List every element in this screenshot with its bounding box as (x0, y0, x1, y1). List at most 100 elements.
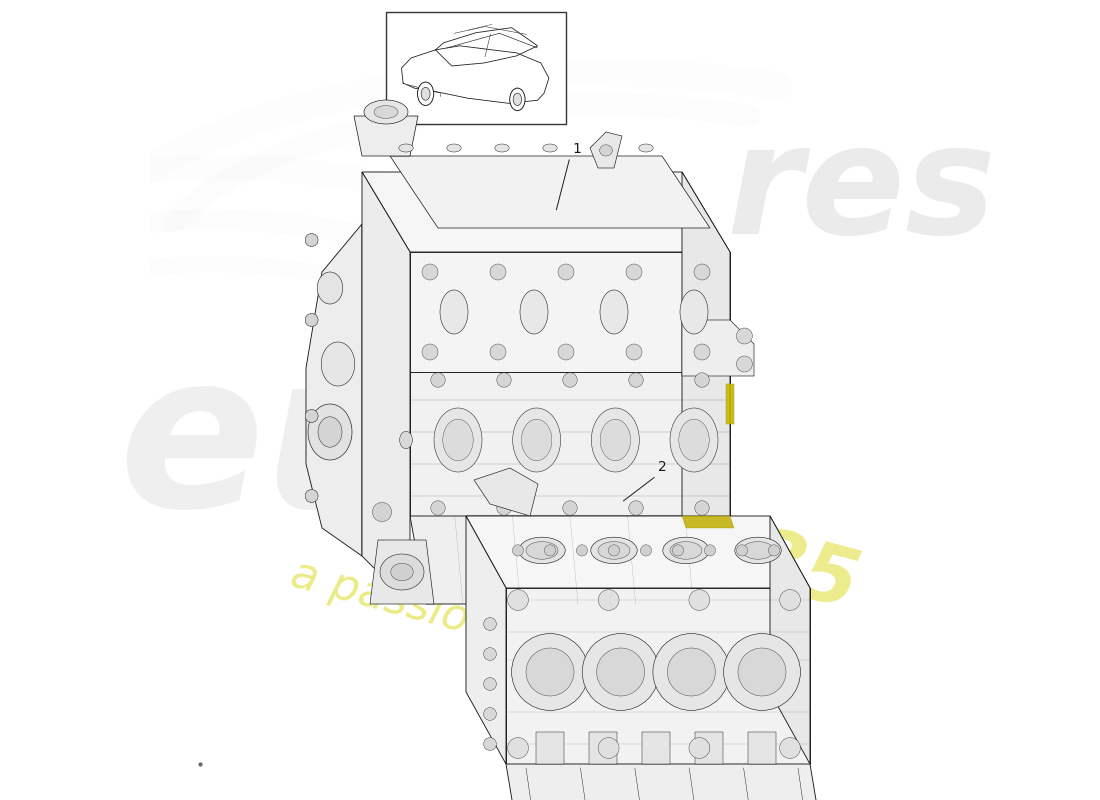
Polygon shape (694, 732, 724, 764)
Ellipse shape (364, 100, 408, 124)
Ellipse shape (600, 290, 628, 334)
Polygon shape (354, 116, 418, 156)
Text: a passion fo: a passion fo (286, 553, 556, 663)
Circle shape (780, 590, 801, 610)
Ellipse shape (447, 144, 461, 152)
Ellipse shape (600, 145, 613, 156)
Circle shape (780, 738, 801, 758)
Circle shape (422, 264, 438, 280)
Circle shape (629, 501, 644, 515)
Polygon shape (682, 516, 734, 528)
Circle shape (305, 314, 318, 326)
Ellipse shape (591, 538, 637, 563)
Circle shape (769, 545, 780, 556)
Bar (386, 12, 566, 124)
Ellipse shape (526, 542, 558, 559)
Circle shape (373, 502, 392, 522)
Polygon shape (410, 252, 730, 372)
Ellipse shape (495, 144, 509, 152)
Circle shape (736, 545, 748, 556)
Circle shape (305, 234, 318, 246)
Ellipse shape (374, 106, 398, 118)
Ellipse shape (434, 408, 482, 472)
Circle shape (490, 264, 506, 280)
Circle shape (507, 738, 528, 758)
Polygon shape (726, 384, 734, 424)
Circle shape (582, 634, 659, 710)
Ellipse shape (513, 408, 561, 472)
Circle shape (563, 501, 578, 515)
Polygon shape (362, 172, 730, 252)
Ellipse shape (418, 82, 433, 106)
Polygon shape (588, 732, 617, 764)
Ellipse shape (399, 431, 412, 449)
Ellipse shape (399, 144, 414, 152)
Circle shape (736, 328, 752, 344)
Circle shape (507, 590, 528, 610)
Circle shape (738, 648, 786, 696)
Circle shape (626, 344, 642, 360)
Circle shape (672, 545, 683, 556)
Ellipse shape (519, 538, 565, 563)
Polygon shape (390, 156, 710, 228)
Polygon shape (466, 516, 506, 764)
Polygon shape (682, 172, 730, 604)
Circle shape (558, 264, 574, 280)
Polygon shape (641, 732, 670, 764)
Circle shape (431, 373, 446, 387)
Circle shape (512, 634, 588, 710)
Ellipse shape (542, 144, 558, 152)
Circle shape (497, 501, 512, 515)
Circle shape (484, 708, 496, 721)
Circle shape (484, 618, 496, 630)
Ellipse shape (670, 542, 702, 559)
Circle shape (526, 648, 574, 696)
Circle shape (689, 738, 710, 758)
Text: 2: 2 (658, 459, 667, 474)
Ellipse shape (443, 419, 473, 461)
Text: res: res (726, 118, 996, 266)
Circle shape (724, 634, 801, 710)
Ellipse shape (317, 272, 343, 304)
Ellipse shape (509, 88, 525, 110)
Circle shape (695, 501, 710, 515)
Polygon shape (770, 516, 810, 764)
Circle shape (689, 590, 710, 610)
Polygon shape (506, 588, 810, 764)
Circle shape (305, 490, 318, 502)
Circle shape (497, 373, 512, 387)
Circle shape (305, 410, 318, 422)
Circle shape (640, 545, 651, 556)
Ellipse shape (308, 404, 352, 460)
Ellipse shape (598, 542, 630, 559)
Ellipse shape (742, 542, 774, 559)
Polygon shape (370, 540, 434, 604)
Polygon shape (474, 468, 538, 516)
Circle shape (736, 356, 752, 372)
Text: ince 1985: ince 1985 (470, 621, 651, 699)
Polygon shape (410, 516, 746, 604)
Ellipse shape (592, 408, 639, 472)
Circle shape (484, 648, 496, 661)
Circle shape (694, 344, 710, 360)
Circle shape (694, 264, 710, 280)
Text: 1: 1 (572, 142, 581, 156)
Circle shape (563, 373, 578, 387)
Polygon shape (590, 132, 621, 168)
Circle shape (596, 648, 645, 696)
Ellipse shape (318, 417, 342, 447)
Ellipse shape (670, 408, 718, 472)
Circle shape (704, 545, 716, 556)
Polygon shape (362, 172, 410, 604)
Ellipse shape (421, 87, 430, 100)
Circle shape (576, 545, 587, 556)
Ellipse shape (679, 419, 710, 461)
Ellipse shape (663, 538, 710, 563)
Polygon shape (506, 764, 818, 800)
Circle shape (598, 738, 619, 758)
Text: eurc: eurc (118, 343, 651, 553)
Circle shape (484, 738, 496, 750)
Ellipse shape (639, 144, 653, 152)
Circle shape (305, 490, 318, 502)
Ellipse shape (440, 290, 467, 334)
